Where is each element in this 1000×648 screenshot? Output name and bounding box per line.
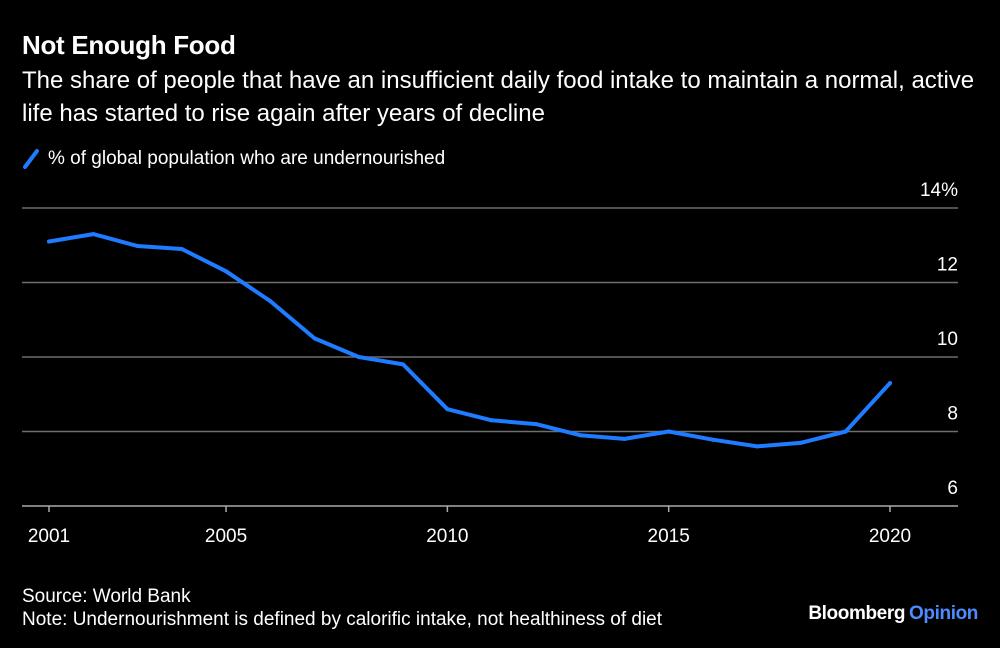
- y-tick-label: 6: [947, 478, 958, 499]
- data-point-2008: [356, 355, 361, 359]
- source-note: Source: World Bank: [22, 586, 191, 607]
- series-line-undernourished: [47, 232, 892, 449]
- y-tick-label: 8: [947, 404, 958, 425]
- data-point-2013: [578, 433, 583, 438]
- brand-section: Opinion: [909, 603, 978, 624]
- data-point-2004: [179, 246, 184, 251]
- data-point-2002: [91, 232, 96, 237]
- x-tick-label: 2010: [426, 526, 468, 547]
- data-point-2003: [135, 243, 140, 248]
- data-point-2011: [489, 418, 494, 423]
- y-tick-label: 14%: [920, 180, 958, 201]
- y-tick-label: 10: [937, 329, 958, 350]
- chart-title: Not Enough Food: [22, 30, 236, 60]
- x-axis-labels: 2001 2005 2010 2015 2020: [28, 506, 911, 547]
- legend-label: % of global population who are undernour…: [48, 148, 446, 169]
- y-axis-labels: 6 8 10 12 14%: [920, 180, 958, 499]
- series: [47, 232, 892, 449]
- footer: Source: World Bank Note: Undernourishmen…: [22, 585, 662, 631]
- chart-subtitle: The share of people that have an insuffi…: [22, 67, 975, 127]
- brand-name: Bloomberg: [808, 603, 906, 624]
- definition-note: Note: Undernourishment is defined by cal…: [22, 609, 663, 630]
- data-point-2012: [533, 422, 538, 427]
- gridlines: [22, 207, 958, 433]
- data-point-2019: [843, 429, 848, 434]
- x-tick-label: 2015: [648, 526, 690, 547]
- x-tick-label: 2020: [869, 526, 911, 547]
- y-tick-label: 12: [937, 255, 958, 276]
- brand-logo: Bloomberg Opinion: [808, 603, 978, 625]
- data-point-2014: [622, 436, 627, 441]
- data-point-2020: [888, 381, 892, 386]
- data-point-2017: [755, 444, 760, 449]
- data-point-2010: [445, 407, 450, 412]
- data-point-2005: [224, 269, 229, 274]
- x-tick-label: 2001: [28, 526, 70, 547]
- data-point-2007: [312, 336, 317, 341]
- data-point-2016: [710, 437, 715, 442]
- data-point-2009: [401, 362, 406, 367]
- data-point-2015: [666, 429, 671, 434]
- data-point-2018: [799, 440, 804, 445]
- legend-line-icon: [23, 149, 39, 169]
- legend: % of global population who are undernour…: [22, 146, 445, 172]
- x-tick-label: 2005: [205, 526, 247, 547]
- data-point-2001: [47, 239, 51, 244]
- data-point-2006: [268, 299, 273, 304]
